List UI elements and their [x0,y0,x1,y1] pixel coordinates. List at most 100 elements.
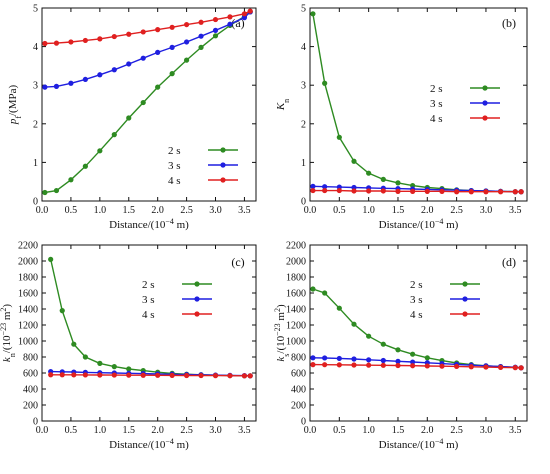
data-point [97,72,103,78]
legend-label: 2 s [168,145,181,157]
data-point [68,39,74,45]
x-tick-label: 2.5 [450,205,463,216]
data-point [424,363,430,369]
data-point [395,347,401,353]
data-point [126,115,132,121]
data-point [97,372,103,378]
data-point [140,372,146,378]
legend-label: 4 s [142,309,155,321]
legend-label: 3 s [142,294,155,306]
x-axis-label: Distance/(10−4 m) [379,437,459,452]
data-point [310,362,316,368]
legend-label: 3 s [430,98,443,110]
data-point [140,99,146,106]
y-tick-label: 2200 [286,241,306,252]
x-tick-label: 2.0 [421,205,434,216]
y-tick-label: 1200 [286,321,306,332]
panel-label: (b) [502,16,516,30]
data-point [310,286,316,292]
legend-label: 2 s [410,279,423,291]
legend-marker [482,100,488,106]
data-point [410,359,416,365]
panel-label: (c) [231,255,244,269]
x-tick-label: 0.0 [304,205,317,216]
x-tick-label: 0.0 [36,205,49,216]
data-point [322,80,328,86]
data-point [183,57,190,63]
data-point [380,176,386,182]
data-point [212,373,219,379]
data-point [155,372,161,378]
data-point [322,187,328,194]
x-tick-label: 0.5 [65,425,78,436]
legend-marker [220,147,226,153]
y-tick-label: 2 [33,119,38,130]
data-point [212,27,219,33]
data-point [512,189,518,195]
series-line-3s [44,11,251,88]
x-tick-label: 1.5 [123,425,136,436]
series-line-3s [312,357,522,369]
data-point [512,365,518,371]
x-tick-label: 1.0 [94,425,107,436]
legend-label: 3 s [410,294,423,306]
data-point [212,16,219,23]
panel-label: (d) [502,255,516,269]
legend-label: 2 s [142,279,155,291]
data-point [111,132,117,138]
data-point [380,357,386,364]
y-tick-label: 2200 [18,241,38,252]
data-point [395,188,401,194]
data-point [454,363,460,370]
data-point [518,189,524,195]
data-point [518,365,524,371]
x-tick-label: 3.5 [238,425,251,436]
y-tick-label: 0 [301,197,306,208]
legend-marker [194,281,200,287]
data-point [140,29,146,35]
y-tick-label: 600 [23,369,38,380]
legend-marker [482,115,488,121]
series-line-4s [312,363,522,369]
series-line-4s [44,10,251,45]
x-tick-label: 1.0 [362,205,375,216]
x-axis-label: Distance/(10−4 m) [379,217,459,232]
data-point [183,21,190,28]
data-point [97,148,103,154]
data-point [336,355,342,362]
data-point [42,84,48,90]
data-point [310,11,316,17]
legend-marker [462,281,468,287]
legend-marker [220,162,226,168]
data-point [424,355,430,361]
data-point [241,15,248,21]
data-point [68,80,74,86]
data-point [351,188,357,194]
y-tick-label: 4 [301,42,306,53]
data-point [310,187,316,194]
x-tick-label: 2.5 [180,425,193,436]
x-tick-label: 0.0 [36,425,49,436]
y-axis-label: Kn [275,99,291,111]
y-tick-label: 1000 [286,337,306,348]
data-point [169,372,175,378]
x-tick-label: 3.5 [509,205,522,216]
data-point [336,305,342,311]
data-point [97,36,103,42]
data-point [82,76,88,83]
legend-marker [194,311,200,317]
data-point [59,372,65,378]
y-tick-label: 0 [301,417,306,428]
data-point [336,187,342,194]
panel-d: 0.0 0.5 1.0 1.5 2.0 2.5 3.0 3.5 0 200 400 600 800 100… [273,241,528,452]
legend-marker [462,311,468,317]
data-point [48,372,54,378]
data-point [439,363,445,369]
data-point [454,189,460,195]
legend-label: 2 s [430,83,443,95]
y-tick-label: 400 [291,385,306,396]
y-tick-label: 1200 [18,321,38,332]
x-tick-label: 0.5 [333,425,346,436]
y-tick-label: 3 [301,81,306,92]
data-point [351,356,357,362]
